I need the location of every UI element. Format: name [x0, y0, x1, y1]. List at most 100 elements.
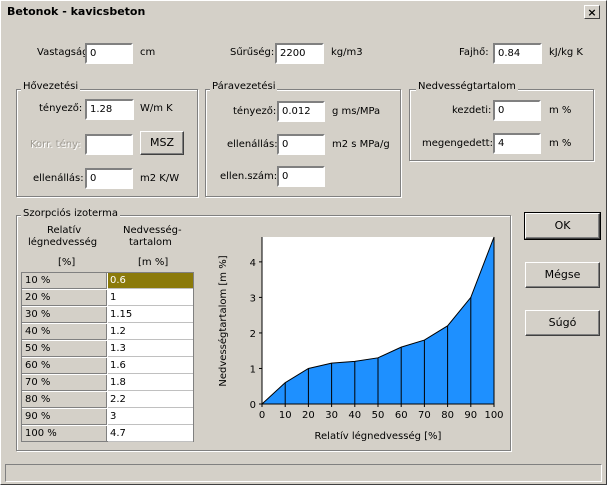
- moisture-initial-label: kezdeti:: [452, 105, 492, 116]
- corr-factor-label: Korr. tény:: [30, 139, 81, 150]
- rh-cell: 30 %: [22, 307, 107, 323]
- status-bar: [5, 464, 602, 482]
- rh-cell: 90 %: [22, 409, 107, 425]
- ok-button[interactable]: OK: [524, 212, 601, 240]
- mc-cell[interactable]: 1.15: [108, 307, 193, 323]
- mc-cell[interactable]: 0.6: [108, 273, 193, 289]
- vapor-factor-unit: g ms/MPa: [332, 106, 381, 117]
- heat-factor-input[interactable]: 1.28: [85, 99, 134, 120]
- specific-heat-input[interactable]: 0.84: [493, 43, 542, 64]
- rh-cell: 70 %: [22, 375, 107, 391]
- moisture-allowed-label: megengedett:: [422, 138, 493, 149]
- table-row[interactable]: 50 % 1.3: [22, 341, 193, 358]
- heat-resistance-unit: m2 K/W: [140, 173, 180, 184]
- x-tick-label: 80: [441, 410, 454, 421]
- moisture-allowed-input[interactable]: 4: [493, 133, 541, 154]
- sorption-table: 10 % 0.6 20 % 1 30 % 1.15 40 % 1.2 50 % 1.3 6…: [21, 272, 194, 442]
- rh-cell: 100 %: [22, 426, 107, 442]
- vapor-resistance-unit: m2 s MPa/g: [332, 139, 390, 150]
- y-tick-label: 2: [250, 329, 256, 340]
- y-tick-label: 4: [250, 258, 256, 269]
- sorption-chart: 0 10 20 30 40 50 60 70 80 90 100 0 1 2 3 4 Relatív légn…: [217, 236, 504, 442]
- density-input[interactable]: 2200: [275, 43, 324, 64]
- mc-cell[interactable]: 3: [108, 409, 193, 425]
- rh-unit: [%]: [58, 257, 76, 268]
- rh-header-line2: légnedvesség: [28, 237, 98, 248]
- vapor-resistance-number-input[interactable]: 0: [277, 166, 325, 187]
- rh-header-line1: Relatív: [47, 225, 82, 236]
- x-tick-label: 0: [259, 410, 265, 421]
- corr-factor-input[interactable]: [85, 134, 133, 155]
- rh-cell: 20 %: [22, 290, 107, 306]
- mc-header-line1: Nedvesség-: [123, 225, 182, 236]
- table-row[interactable]: 90 % 3: [22, 409, 193, 426]
- moisture-allowed-unit: m %: [549, 138, 572, 149]
- title-bar: Betonok - kavicsbeton ×: [3, 3, 604, 21]
- x-tick-label: 10: [279, 410, 292, 421]
- mc-cell[interactable]: 1.6: [108, 358, 193, 374]
- vapor-resistance-number-label: ellen.szám:: [220, 171, 278, 182]
- moisture-group-title: Nedvességtartalom: [416, 81, 518, 92]
- x-tick-label: 90: [464, 410, 477, 421]
- heat-factor-unit: W/m K: [140, 103, 173, 114]
- sorption-group-title: Szorpciós izoterma: [21, 208, 120, 219]
- x-axis-label: Relatív légnedvesség [%]: [315, 430, 442, 442]
- vapor-factor-label: tényező:: [233, 106, 277, 117]
- x-tick-label: 30: [325, 410, 338, 421]
- vapor-resistance-label: ellenállás:: [227, 139, 278, 150]
- close-button[interactable]: ×: [584, 5, 600, 19]
- moisture-initial-unit: m %: [549, 105, 572, 116]
- mc-header-line2: tartalom: [129, 237, 172, 248]
- thickness-label: Vastagság:: [37, 47, 92, 58]
- thickness-input[interactable]: 0: [85, 43, 133, 64]
- table-row[interactable]: 80 % 2.2: [22, 392, 193, 409]
- mc-cell[interactable]: 1.3: [108, 341, 193, 357]
- help-button[interactable]: Súgó: [525, 310, 600, 336]
- table-row[interactable]: 30 % 1.15: [22, 307, 193, 324]
- heat-group-title: Hővezetési: [21, 81, 81, 92]
- rh-cell: 60 %: [22, 358, 107, 374]
- x-tick-label: 70: [418, 410, 431, 421]
- density-unit: kg/m3: [331, 47, 363, 58]
- x-tick-label: 50: [372, 410, 385, 421]
- specific-heat-label: Fajhő:: [459, 47, 489, 58]
- mc-cell[interactable]: 1.8: [108, 375, 193, 391]
- mc-cell[interactable]: 2.2: [108, 392, 193, 408]
- specific-heat-unit: kJ/kg K: [549, 47, 583, 58]
- rh-cell: 50 %: [22, 341, 107, 357]
- heat-factor-label: tényező:: [39, 103, 83, 114]
- vapor-resistance-input[interactable]: 0: [277, 134, 325, 155]
- heat-conduction-group: [16, 89, 198, 197]
- y-tick-label: 1: [250, 364, 256, 375]
- rh-cell: 80 %: [22, 392, 107, 408]
- heat-resistance-input[interactable]: 0: [85, 168, 133, 189]
- table-row[interactable]: 10 % 0.6: [22, 273, 193, 290]
- vapor-conduction-group: [205, 89, 401, 197]
- table-row[interactable]: 100 % 4.7: [22, 426, 193, 443]
- rh-cell: 40 %: [22, 324, 107, 340]
- mc-cell[interactable]: 1: [108, 290, 193, 306]
- table-row[interactable]: 40 % 1.2: [22, 324, 193, 341]
- y-tick-label: 0: [250, 400, 256, 411]
- table-row[interactable]: 60 % 1.6: [22, 358, 193, 375]
- mc-cell[interactable]: 1.2: [108, 324, 193, 340]
- moisture-initial-input[interactable]: 0: [493, 100, 541, 121]
- x-tick-label: 20: [302, 410, 315, 421]
- mc-unit: [m %]: [138, 257, 169, 268]
- cancel-button[interactable]: Mégse: [525, 262, 600, 288]
- sorption-group: [16, 215, 511, 451]
- x-tick-label: 100: [484, 410, 503, 421]
- vapor-group-title: Páravezetési: [210, 81, 278, 92]
- y-tick-label: 3: [250, 293, 256, 304]
- table-row[interactable]: 70 % 1.8: [22, 375, 193, 392]
- msz-button[interactable]: MSZ: [140, 131, 184, 155]
- vapor-factor-input[interactable]: 0.012: [277, 101, 325, 122]
- mc-cell[interactable]: 4.7: [108, 426, 193, 442]
- x-tick-label: 60: [395, 410, 408, 421]
- y-axis-label: Nedvességtartalom [m %]: [217, 255, 229, 386]
- table-row[interactable]: 20 % 1: [22, 290, 193, 307]
- thickness-unit: cm: [140, 47, 156, 58]
- heat-resistance-label: ellenállás:: [33, 173, 84, 184]
- window-title: Betonok - kavicsbeton: [7, 5, 146, 18]
